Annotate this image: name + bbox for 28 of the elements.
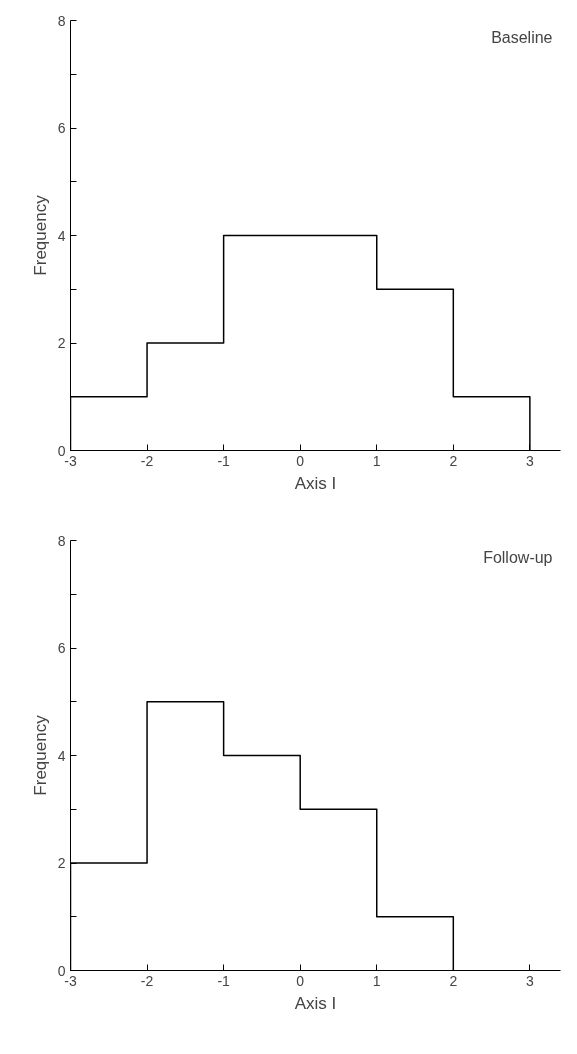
x-tick-label: 0 bbox=[296, 452, 305, 469]
y-axis-title: Frequency bbox=[30, 194, 50, 276]
x-tick-label: 3 bbox=[525, 452, 534, 469]
x-tick-label: -1 bbox=[217, 452, 231, 469]
x-axis-title: Axis I bbox=[294, 993, 337, 1013]
x-tick-label: 0 bbox=[296, 972, 305, 989]
y-axis-title: Frequency bbox=[30, 714, 50, 796]
y-tick-label: 6 bbox=[57, 120, 66, 136]
y-tick-label: 4 bbox=[57, 227, 66, 244]
y-tick-label: 8 bbox=[57, 532, 66, 549]
x-tick-label: -2 bbox=[140, 972, 154, 989]
y-tick-label: 2 bbox=[57, 855, 66, 871]
y-tick-label: 2 bbox=[57, 335, 66, 351]
x-tick-label: -3 bbox=[64, 972, 77, 989]
text: Baseline bbox=[491, 28, 553, 46]
x-tick-label: -2 bbox=[140, 452, 154, 469]
x-tick-label: 2 bbox=[449, 972, 458, 989]
y-tick-label: 4 bbox=[57, 747, 66, 764]
x-tick-label: 1 bbox=[372, 452, 381, 469]
text: Follow-up bbox=[483, 548, 553, 566]
y-tick-label: 6 bbox=[57, 640, 66, 656]
x-axis-title: Axis I bbox=[294, 473, 337, 493]
x-tick-label: 3 bbox=[525, 972, 534, 989]
x-tick-label: 2 bbox=[449, 452, 458, 469]
x-tick-label: -1 bbox=[217, 972, 231, 989]
x-tick-label: -3 bbox=[64, 452, 77, 469]
y-tick-label: 8 bbox=[57, 12, 66, 29]
x-tick-label: 1 bbox=[372, 972, 381, 989]
